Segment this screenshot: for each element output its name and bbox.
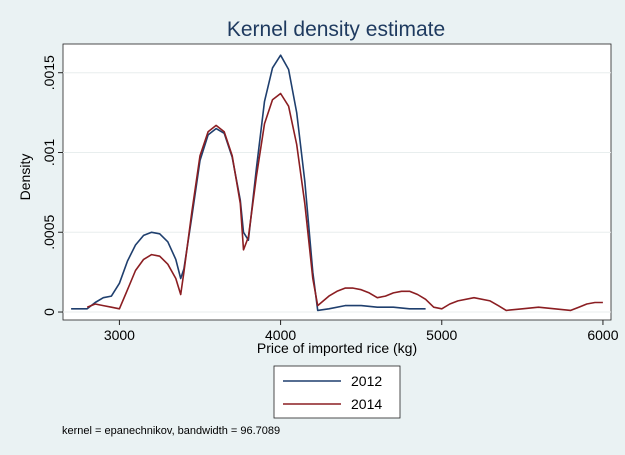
- y-tick-label: 0: [41, 308, 57, 316]
- kernel-note: kernel = epanechnikov, bandwidth = 96.70…: [62, 425, 280, 437]
- x-tick-label: 6000: [587, 327, 618, 343]
- series-line-2014: [86, 92, 603, 312]
- x-axis: 3000 4000 5000 6000: [104, 320, 619, 343]
- chart-title: Kernel density estimate: [227, 18, 445, 41]
- y-tick-label: .0015: [41, 55, 57, 90]
- x-tick-label: 3000: [104, 327, 135, 343]
- legend: 2012 2014: [273, 365, 401, 419]
- legend-box: [273, 365, 401, 419]
- x-axis-label: Price of imported rice (kg): [257, 340, 417, 356]
- y-tick-label: .001: [41, 139, 57, 166]
- x-tick-label: 5000: [426, 327, 457, 343]
- legend-label-2014: 2014: [351, 396, 382, 412]
- series-layer: [71, 54, 603, 312]
- legend-label-2012: 2012: [351, 373, 382, 389]
- y-axis-label: Density: [17, 154, 33, 201]
- y-axis: 0 .0005 .001 .0015: [41, 55, 63, 316]
- y-tick-label: .0005: [41, 215, 57, 250]
- plot-area: [62, 43, 612, 321]
- x-tick-label: 4000: [265, 327, 296, 343]
